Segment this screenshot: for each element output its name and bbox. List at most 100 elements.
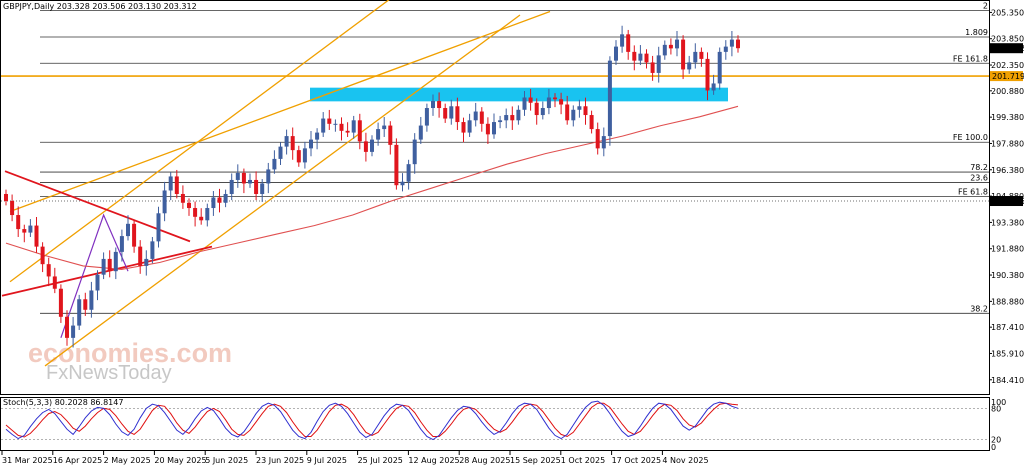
candle[interactable] [205, 203, 210, 227]
candle[interactable] [132, 219, 137, 253]
candle[interactable] [357, 113, 362, 150]
candle[interactable] [16, 206, 21, 237]
candle[interactable] [119, 229, 124, 262]
candle[interactable] [58, 284, 63, 323]
candle[interactable] [71, 316, 76, 348]
candle[interactable] [723, 40, 728, 60]
candle[interactable] [126, 215, 130, 241]
candle[interactable] [662, 40, 667, 60]
candle[interactable] [363, 132, 368, 162]
candle[interactable] [571, 105, 576, 127]
candle[interactable] [626, 29, 631, 60]
candle[interactable] [467, 113, 472, 137]
candle[interactable] [693, 43, 698, 69]
moving-average-line[interactable] [5, 105, 739, 270]
candle[interactable] [254, 171, 259, 201]
candle[interactable] [34, 216, 39, 253]
channel-lower-line[interactable] [44, 14, 521, 367]
candle[interactable] [510, 106, 515, 130]
candle[interactable] [235, 164, 240, 188]
candle[interactable] [394, 138, 399, 190]
candle[interactable] [150, 236, 155, 264]
candle[interactable] [351, 115, 356, 139]
candle[interactable] [412, 133, 417, 174]
candle[interactable] [156, 206, 161, 248]
candle[interactable] [388, 121, 393, 155]
candle[interactable] [83, 292, 88, 316]
candle[interactable] [729, 31, 734, 57]
candle[interactable] [565, 95, 570, 125]
candle[interactable] [10, 194, 15, 222]
candle[interactable] [22, 224, 27, 243]
candle[interactable] [370, 135, 374, 157]
stoch-panel[interactable] [0, 397, 990, 451]
candle[interactable] [248, 173, 252, 188]
candle[interactable] [309, 131, 313, 157]
candle[interactable] [89, 281, 94, 318]
candle[interactable] [296, 145, 301, 167]
candle[interactable] [559, 92, 564, 115]
candle[interactable] [492, 113, 496, 139]
candle[interactable] [620, 25, 625, 53]
candle[interactable] [437, 92, 442, 118]
candle[interactable] [193, 201, 198, 227]
candle[interactable] [376, 122, 381, 146]
candle[interactable] [485, 117, 490, 144]
candle[interactable] [546, 88, 551, 115]
candle[interactable] [687, 55, 692, 74]
candle[interactable] [516, 105, 521, 125]
candle[interactable] [95, 270, 100, 301]
candle[interactable] [614, 40, 618, 66]
candle[interactable] [498, 115, 503, 129]
candle[interactable] [180, 185, 185, 209]
candle[interactable] [431, 94, 435, 116]
candle[interactable] [217, 188, 222, 213]
candle[interactable] [644, 49, 649, 69]
channel-middle-line[interactable] [9, 10, 551, 213]
candle[interactable] [174, 169, 179, 199]
candle[interactable] [705, 52, 710, 101]
candle[interactable] [28, 219, 33, 237]
candle[interactable] [162, 181, 167, 222]
candle[interactable] [315, 128, 320, 150]
candle[interactable] [229, 173, 234, 201]
candle[interactable] [345, 122, 350, 137]
candle[interactable] [583, 97, 588, 125]
candle[interactable] [65, 310, 69, 346]
candle[interactable] [382, 116, 387, 137]
candle[interactable] [528, 88, 533, 111]
candle[interactable] [223, 189, 228, 208]
candle[interactable] [406, 159, 411, 190]
candle[interactable] [321, 112, 326, 137]
candle[interactable] [589, 110, 594, 134]
candle[interactable] [461, 117, 466, 143]
candle[interactable] [101, 252, 106, 280]
candle[interactable] [46, 257, 51, 287]
candle[interactable] [522, 91, 527, 116]
candle[interactable] [449, 99, 454, 125]
candle[interactable] [675, 31, 679, 57]
candle[interactable] [699, 47, 704, 67]
candle[interactable] [534, 98, 539, 125]
candle[interactable] [736, 35, 740, 53]
candle[interactable] [424, 103, 429, 132]
candle[interactable] [107, 250, 112, 278]
candle[interactable] [650, 55, 655, 81]
candle[interactable] [211, 191, 216, 216]
candle[interactable] [473, 102, 478, 127]
candle[interactable] [138, 240, 143, 274]
candle[interactable] [595, 122, 600, 155]
candle[interactable] [339, 117, 344, 141]
candle[interactable] [327, 109, 332, 130]
candle[interactable] [241, 168, 246, 194]
candle[interactable] [638, 45, 643, 66]
candle[interactable] [260, 179, 265, 202]
candle[interactable] [199, 208, 204, 225]
candle[interactable] [455, 97, 460, 130]
stoch-signal-line[interactable] [5, 402, 739, 438]
candle[interactable] [479, 107, 484, 132]
candle[interactable] [632, 45, 637, 71]
resistance-zone[interactable] [310, 87, 728, 102]
candle[interactable] [278, 142, 283, 166]
